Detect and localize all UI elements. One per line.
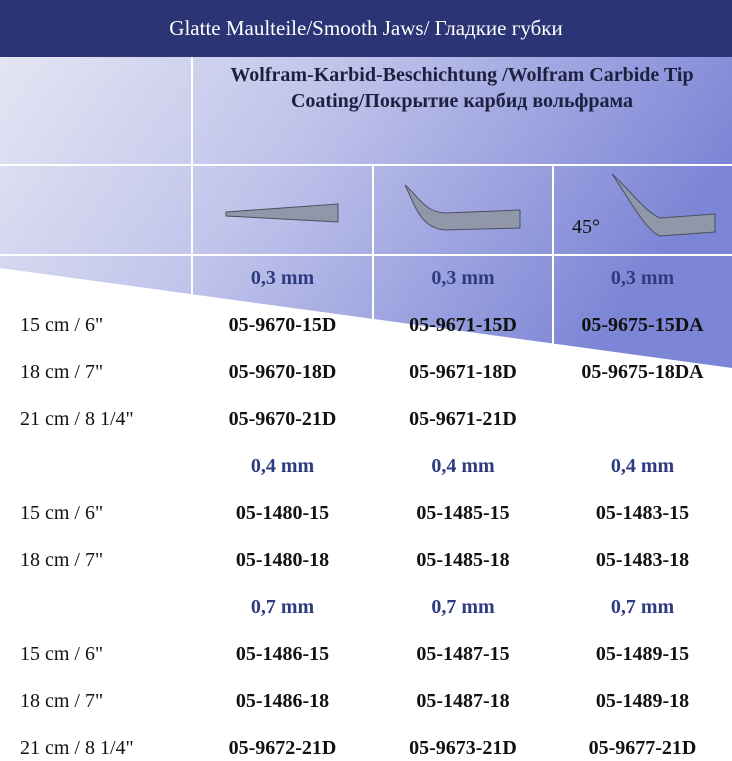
tip-size: 0,7 mm — [250, 596, 315, 618]
article-number: 05-1480-15 — [235, 502, 330, 524]
article-number: 05-9670-18D — [228, 361, 337, 383]
tip-size: 0,4 mm — [250, 455, 315, 477]
tip-size: 0,7 mm — [610, 596, 675, 618]
article-number: 05-1486-18 — [235, 690, 330, 712]
article-number: 05-9675-18DA — [581, 361, 704, 383]
angle-label: 45° — [572, 216, 600, 238]
article-number: 05-9670-21D — [228, 408, 337, 430]
tip-size: 0,4 mm — [431, 455, 495, 477]
length-label: 18 cm / 7" — [20, 690, 104, 712]
header-title: Glatte Maulteile/Smooth Jaws/ Гладкие гу… — [0, 0, 732, 57]
article-number: 05-1487-18 — [416, 690, 510, 712]
article-number: 05-1483-15 — [595, 502, 690, 524]
article-number: 05-1489-18 — [595, 690, 690, 712]
article-number: 05-9670-15D — [228, 314, 337, 336]
article-number: 05-9673-21D — [409, 737, 517, 759]
coating-header: Wolfram-Karbid-Beschichtung /Wolfram Car… — [230, 64, 694, 112]
article-number: 05-1480-18 — [235, 549, 330, 571]
tip-size: 0,3 mm — [250, 267, 315, 289]
tip-size: 0,3 mm — [610, 267, 675, 289]
length-label: 18 cm / 7" — [20, 361, 104, 383]
length-label: 15 cm / 6" — [20, 314, 104, 336]
article-number: 05-1483-18 — [595, 549, 690, 571]
article-number: 05-9671-15D — [409, 314, 517, 336]
article-number: 05-9677-21D — [588, 737, 697, 759]
tip-size: 0,7 mm — [431, 596, 495, 618]
length-label: 15 cm / 6" — [20, 643, 104, 665]
article-number: 05-9671-18D — [409, 361, 517, 383]
length-label: 21 cm / 8 1/4" — [20, 737, 134, 759]
length-label: 18 cm / 7" — [20, 549, 104, 571]
article-number: 05-9671-21D — [409, 408, 517, 430]
tip-size: 0,4 mm — [610, 455, 675, 477]
tip-size: 0,3 mm — [431, 267, 495, 289]
article-number: 05-1485-18 — [416, 549, 510, 571]
article-number: 05-9675-15DA — [581, 314, 704, 336]
article-number: 05-1489-15 — [595, 643, 690, 665]
article-number: 05-1485-15 — [416, 502, 510, 524]
article-number: 05-1487-15 — [416, 643, 510, 665]
article-number: 05-9672-21D — [228, 737, 337, 759]
length-label: 21 cm / 8 1/4" — [20, 408, 134, 430]
length-label: 15 cm / 6" — [20, 502, 104, 524]
article-number: 05-1486-15 — [235, 643, 330, 665]
